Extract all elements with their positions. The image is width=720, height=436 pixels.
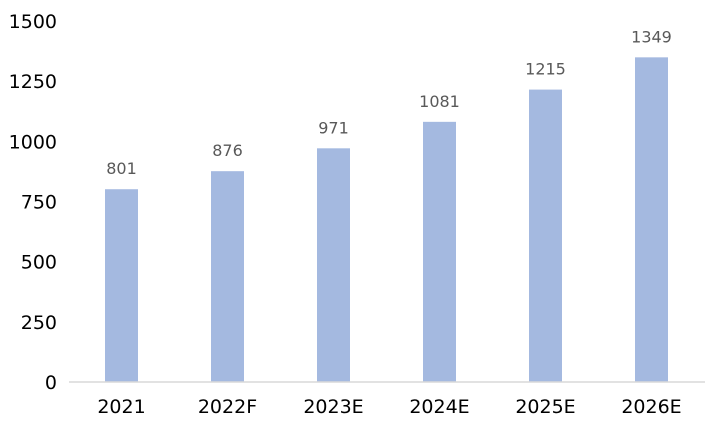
data-label-2024E: 1081 bbox=[419, 92, 460, 111]
y-tick-label: 500 bbox=[21, 252, 57, 274]
bar-2025E bbox=[529, 89, 562, 382]
y-tick-label: 1000 bbox=[9, 131, 57, 153]
bar-2026E bbox=[635, 57, 668, 382]
data-label-2026E: 1349 bbox=[631, 27, 672, 46]
x-tick-label: 2021 bbox=[97, 396, 145, 418]
data-label-2023E: 971 bbox=[318, 118, 349, 137]
x-tick-label: 2026E bbox=[621, 396, 681, 418]
bars bbox=[105, 57, 668, 383]
y-axis-ticks: 0 250 500 750 1000 1250 1500 bbox=[9, 11, 57, 394]
data-label-2022F: 876 bbox=[212, 141, 243, 160]
y-tick-label: 250 bbox=[21, 312, 57, 334]
bar-2021 bbox=[105, 189, 138, 382]
y-tick-label: 1250 bbox=[9, 71, 57, 93]
y-tick-label: 0 bbox=[45, 372, 57, 394]
bar-2022F bbox=[211, 171, 244, 382]
x-axis-ticks: 2021 2022F 2023E 2024E 2025E 2026E bbox=[97, 396, 681, 418]
x-tick-label: 2024E bbox=[409, 396, 469, 418]
bar-2024E bbox=[423, 121, 456, 383]
data-label-2021: 801 bbox=[106, 159, 137, 178]
bar-2023E bbox=[317, 148, 350, 382]
data-label-2025E: 1215 bbox=[525, 60, 566, 79]
x-tick-label: 2025E bbox=[515, 396, 575, 418]
y-tick-label: 750 bbox=[21, 192, 57, 214]
x-tick-label: 2023E bbox=[303, 396, 363, 418]
data-labels: 801 876 971 1081 1215 1349 bbox=[106, 27, 672, 178]
x-tick-label: 2022F bbox=[198, 396, 257, 418]
y-tick-label: 1500 bbox=[9, 11, 57, 33]
